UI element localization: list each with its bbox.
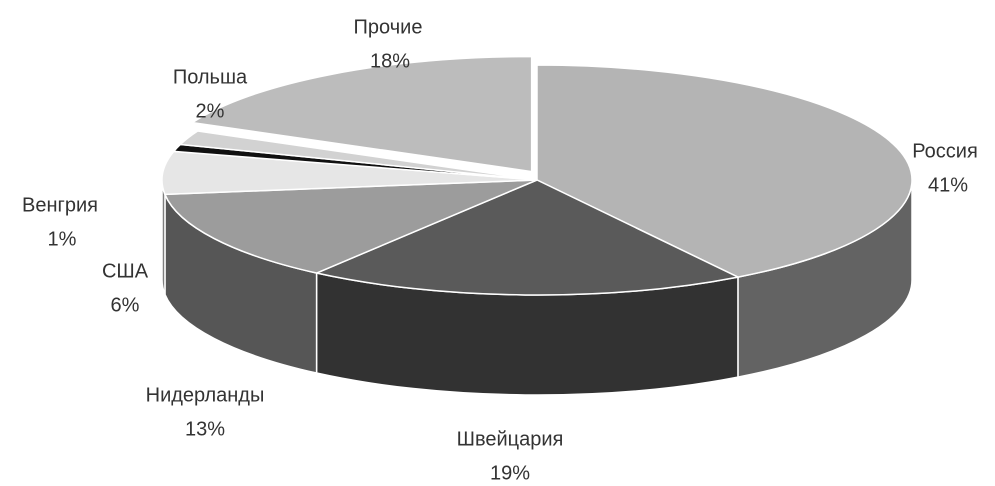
slice-value-label: 41% (928, 174, 968, 196)
slice-value-label: 19% (490, 462, 530, 484)
slice-value-label: 2% (196, 100, 225, 122)
slice (190, 55, 533, 173)
slice-value-label: 13% (185, 418, 225, 440)
slice (314, 179, 741, 296)
slice-label: Польша (173, 66, 248, 88)
slice-value-label: 18% (370, 50, 410, 72)
slice-label: Швейцария (457, 428, 564, 450)
slice-label: Прочие (354, 16, 423, 38)
slice-label: Венгрия (22, 194, 98, 216)
slice-value-label: 1% (48, 228, 77, 250)
slice (161, 150, 538, 196)
slice (178, 130, 538, 181)
slice (163, 179, 538, 274)
slice-label: Нидерланды (146, 384, 265, 406)
slice (536, 64, 913, 278)
slice-label: США (102, 260, 149, 282)
slice-side (161, 179, 166, 295)
slice-label: Россия (912, 140, 978, 162)
slice-value-label: 6% (111, 294, 140, 316)
